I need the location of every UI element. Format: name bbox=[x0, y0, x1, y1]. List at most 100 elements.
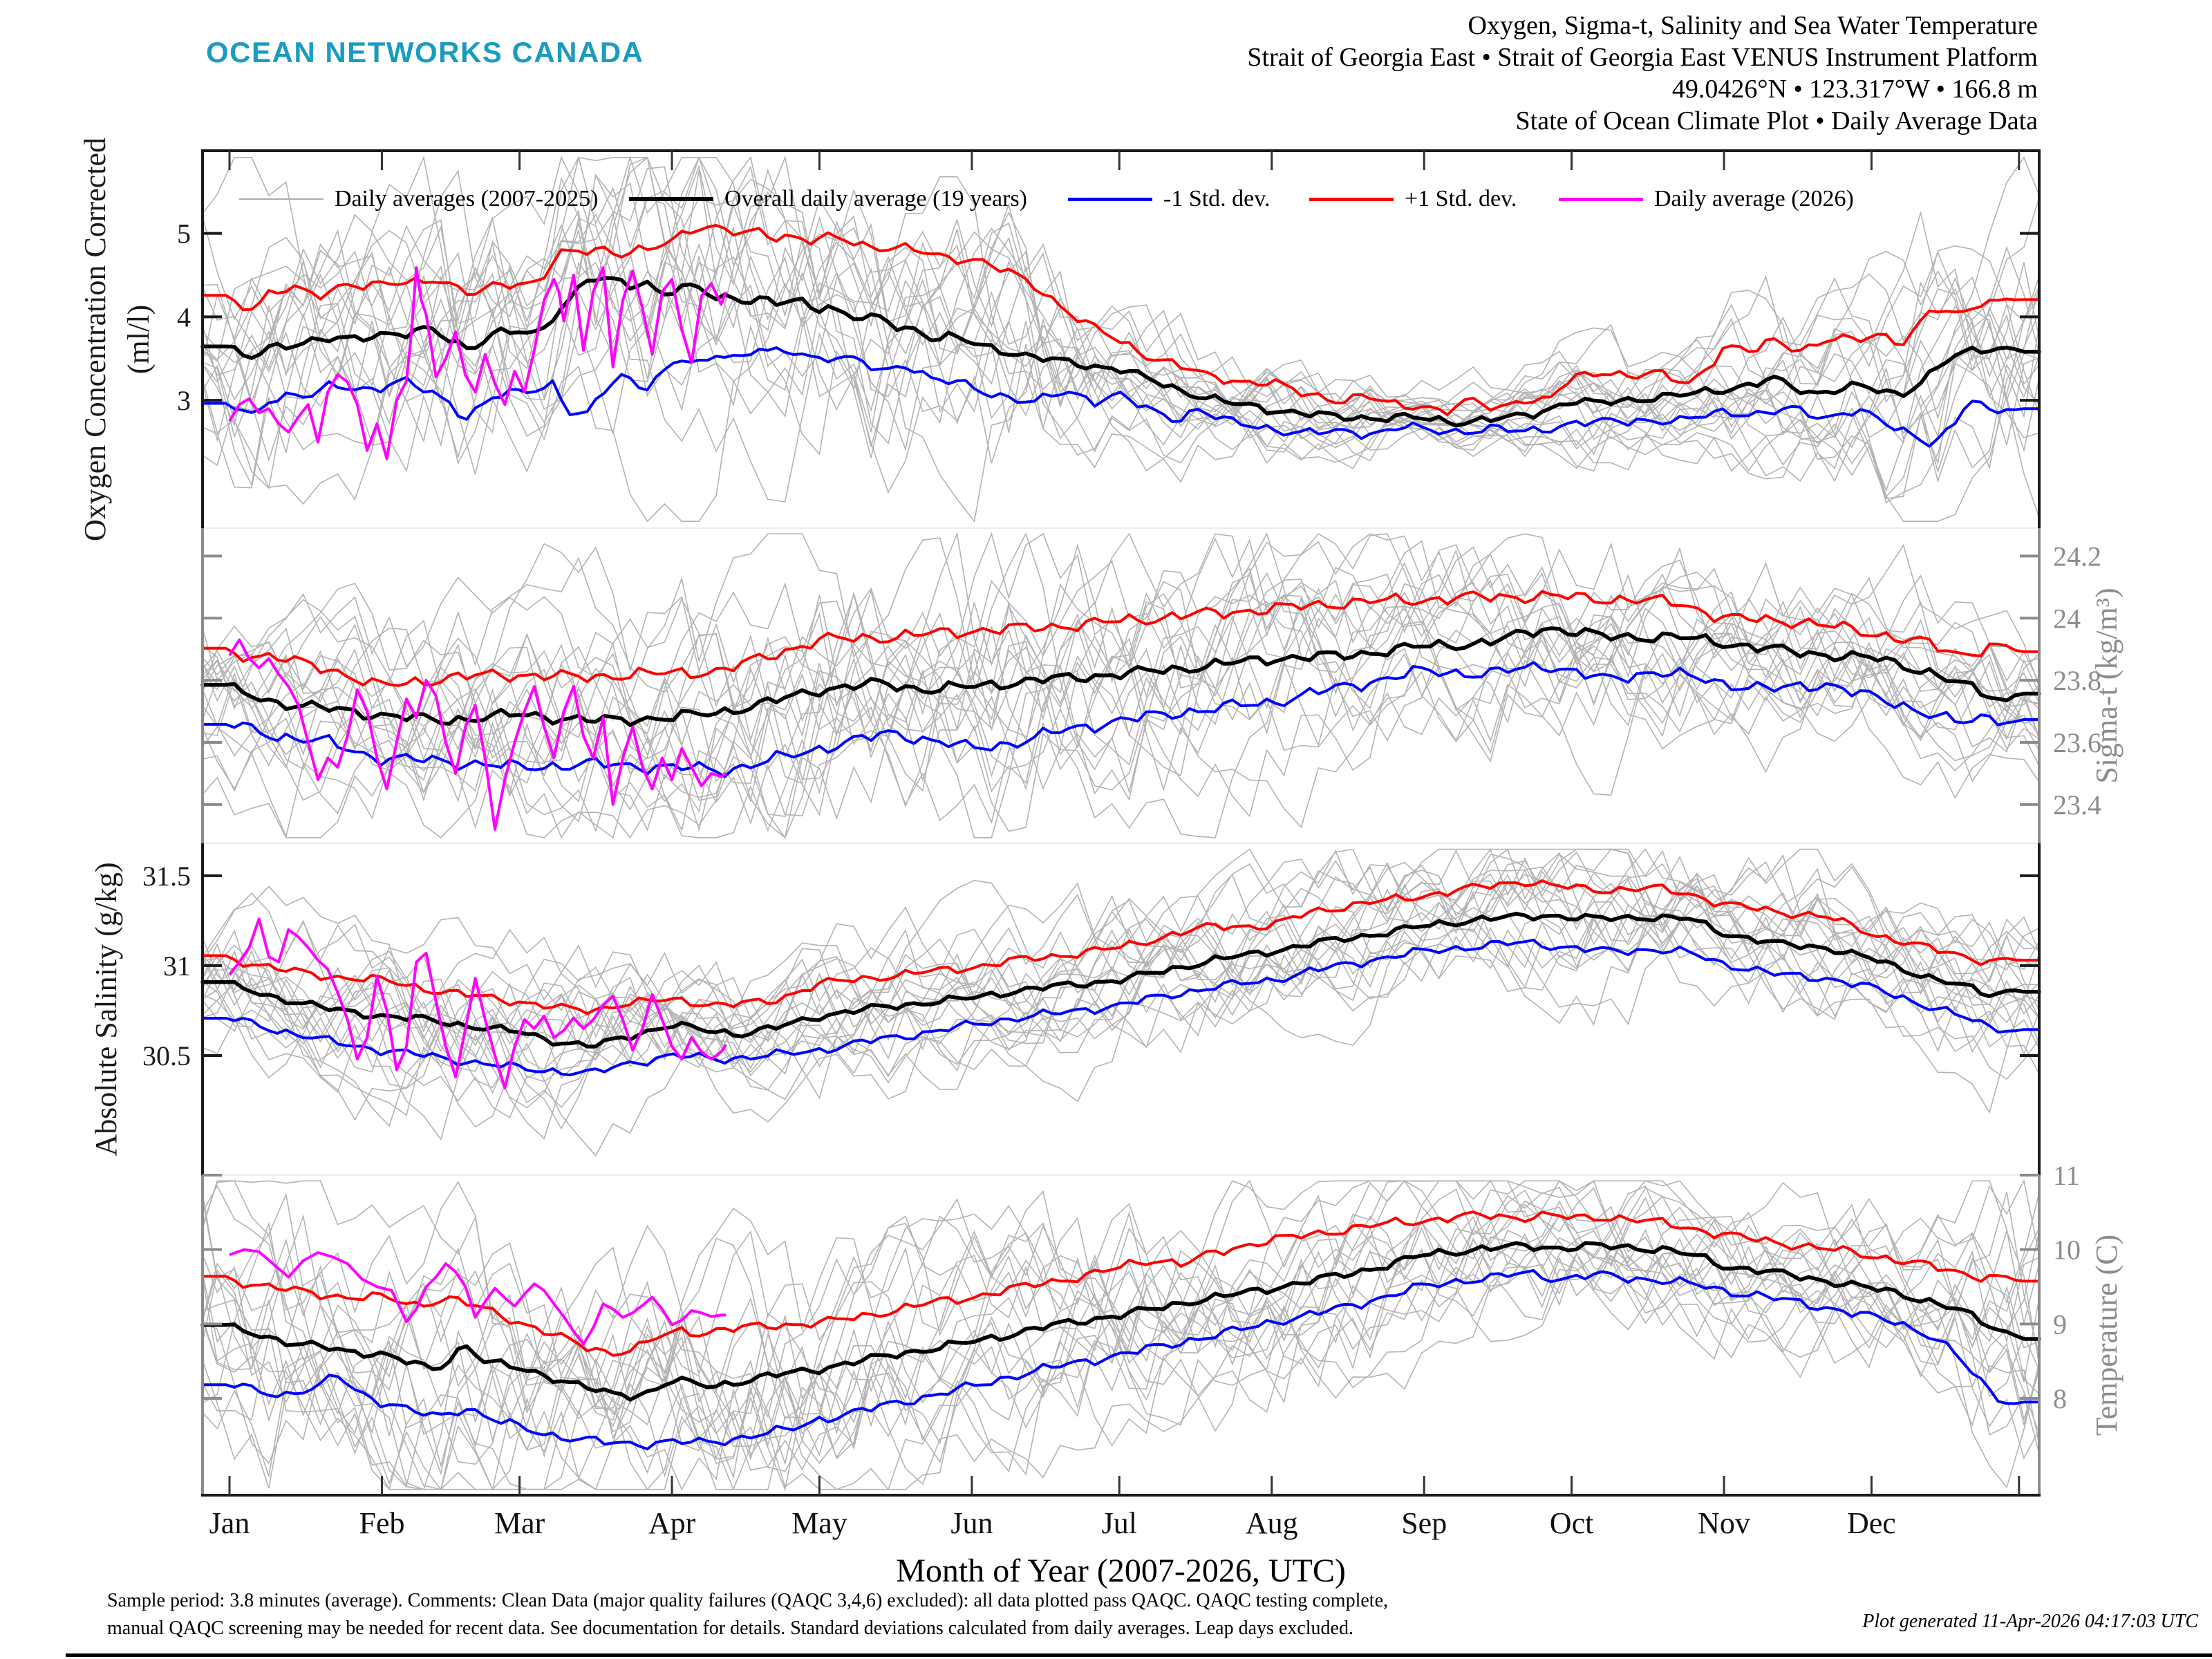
gray-year-line bbox=[202, 156, 2040, 451]
gray-year-line bbox=[202, 227, 2040, 523]
gray-year-line bbox=[202, 1180, 2040, 1476]
overall-mean-line-oxygen bbox=[200, 276, 2041, 428]
axes: Jan Feb Mar Apr May Jun Jul Aug Sep Oct Nov Dec 5 4 3 O… bbox=[78, 138, 2124, 1589]
gray-year-line bbox=[202, 156, 2040, 483]
y-tick-label-salinity: 31.5 bbox=[142, 861, 191, 892]
onc-logo: OCEAN NETWORKS CANADA bbox=[206, 36, 644, 68]
gray-year-line bbox=[202, 1188, 2040, 1490]
minus-std-line-salinity bbox=[201, 938, 2041, 1077]
gray-year-line bbox=[202, 848, 2040, 1050]
plot-title-line-4: State of Ocean Climate Plot • Daily Aver… bbox=[1515, 106, 2038, 135]
gray-year-line bbox=[202, 532, 2040, 794]
gray-year-line bbox=[202, 1192, 2040, 1490]
y-tick-label-temperature: 9 bbox=[2053, 1309, 2067, 1340]
gray-year-line bbox=[202, 176, 2040, 474]
gray-year-line bbox=[202, 197, 2040, 503]
plot-title: Oxygen, Sigma-t, Salinity and Sea Water … bbox=[1247, 10, 2038, 137]
plus-std-line-temperature bbox=[201, 1210, 2041, 1357]
x-axis-title: Month of Year (2007-2026, UTC) bbox=[896, 1553, 1346, 1589]
plus-std-line-sigma-t bbox=[201, 590, 2041, 687]
gray-year-line bbox=[202, 251, 2040, 523]
gray-year-line bbox=[202, 165, 2040, 498]
y-tick-label-salinity: 30.5 bbox=[142, 1040, 191, 1071]
gray-year-line bbox=[202, 853, 2040, 1090]
gray-year-line bbox=[202, 532, 2040, 839]
axis-label-temperature: Temperature (C) bbox=[2090, 1235, 2124, 1436]
month-label: Jun bbox=[950, 1506, 993, 1540]
y-tick-label-sigma-t: 23.6 bbox=[2053, 727, 2101, 758]
month-label: Jul bbox=[1102, 1506, 1137, 1540]
month-label: Nov bbox=[1698, 1506, 1750, 1540]
current-year-line-temperature bbox=[229, 1248, 727, 1346]
gray-year-line bbox=[202, 866, 2040, 1073]
gray-year-line bbox=[202, 533, 2040, 791]
overall-mean-line-salinity bbox=[200, 912, 2041, 1049]
gray-year-line bbox=[202, 1200, 2040, 1479]
gray-year-line bbox=[202, 848, 2040, 1123]
gray-year-line bbox=[202, 1180, 2040, 1471]
axis-label-oxygen: (ml/l) bbox=[122, 305, 156, 374]
gray-year-line bbox=[202, 848, 2040, 1073]
gray-year-line bbox=[202, 592, 2040, 811]
gray-year-line bbox=[202, 174, 2040, 518]
bottom-border-rule bbox=[66, 1653, 2212, 1657]
month-label: Aug bbox=[1246, 1506, 1298, 1540]
overall-mean-line-sigma-t bbox=[200, 626, 2041, 727]
gray-year-line bbox=[202, 572, 2040, 832]
y-tick-label-sigma-t: 24.2 bbox=[2053, 541, 2101, 572]
gray-year-line bbox=[202, 1180, 2040, 1476]
y-tick-label-temperature: 8 bbox=[2053, 1383, 2067, 1414]
gray-year-line bbox=[202, 848, 2040, 1079]
footer-comments-line-2: manual QAQC screening may be needed for … bbox=[107, 1618, 1353, 1639]
gray-year-line bbox=[202, 874, 2040, 1071]
gray-year-line bbox=[202, 540, 2040, 838]
axis-label-sigma-t: Sigma-t (kg/m³) bbox=[2090, 588, 2124, 783]
current-year-line-sigma-t bbox=[228, 638, 727, 831]
y-tick-label-temperature: 11 bbox=[2053, 1160, 2080, 1191]
y-tick-label-oxygen: 4 bbox=[177, 301, 191, 332]
gray-year-line bbox=[202, 851, 2040, 1079]
gray-year-line bbox=[202, 1179, 2040, 1420]
plot-title-line-3: 49.0426°N • 123.317°W • 166.8 m bbox=[1671, 75, 2038, 104]
gray-year-line bbox=[202, 156, 2040, 494]
plot-title-line-1: Oxygen, Sigma-t, Salinity and Sea Water … bbox=[1468, 11, 2038, 40]
y-tick-label-sigma-t: 24 bbox=[2053, 603, 2081, 634]
month-label: Sep bbox=[1401, 1506, 1447, 1540]
gray-year-line bbox=[202, 157, 2040, 446]
month-label: Mar bbox=[494, 1506, 545, 1540]
month-label: Oct bbox=[1550, 1506, 1594, 1540]
gray-year-line bbox=[202, 1180, 2040, 1490]
footer-comments-line-1: Sample period: 3.8 minutes (average). Co… bbox=[107, 1590, 1389, 1611]
gray-year-line bbox=[202, 1187, 2040, 1491]
gray-year-line bbox=[202, 1179, 2040, 1492]
current-year-line-salinity bbox=[228, 917, 727, 1089]
axis-label-oxygen: Oxygen Concentration Corrected bbox=[78, 138, 112, 541]
gray-year-line bbox=[202, 157, 2040, 467]
gray-year-line bbox=[202, 849, 2040, 1071]
gray-year-lines bbox=[202, 155, 2040, 1492]
y-tick-label-salinity: 31 bbox=[163, 950, 191, 982]
month-label: May bbox=[791, 1506, 847, 1540]
plus-std-line-oxygen bbox=[201, 224, 2041, 416]
gray-year-line bbox=[202, 1198, 2040, 1491]
minus-std-line-sigma-t bbox=[201, 661, 2041, 778]
plot-title-line-2: Strait of Georgia East • Strait of Georg… bbox=[1247, 43, 2038, 72]
y-tick-label-oxygen: 3 bbox=[177, 385, 191, 416]
y-tick-label-sigma-t: 23.4 bbox=[2053, 789, 2101, 821]
y-tick-label-temperature: 10 bbox=[2053, 1235, 2081, 1266]
gray-year-line bbox=[202, 543, 2040, 792]
gray-year-line bbox=[202, 214, 2040, 492]
gray-year-line bbox=[202, 532, 2040, 794]
gray-year-line bbox=[202, 1195, 2040, 1491]
plot-generated-timestamp: Plot generated 11-Apr-2026 04:17:03 UTC bbox=[1862, 1611, 2198, 1632]
gray-year-line bbox=[202, 537, 2040, 767]
y-tick-label-oxygen: 5 bbox=[177, 218, 191, 250]
y-tick-label-sigma-t: 23.8 bbox=[2053, 665, 2101, 696]
gray-year-line bbox=[202, 1180, 2040, 1452]
gray-year-line bbox=[202, 532, 2040, 783]
month-label: Jan bbox=[209, 1506, 250, 1540]
gray-year-line bbox=[202, 1215, 2040, 1492]
month-label: Apr bbox=[648, 1506, 696, 1540]
